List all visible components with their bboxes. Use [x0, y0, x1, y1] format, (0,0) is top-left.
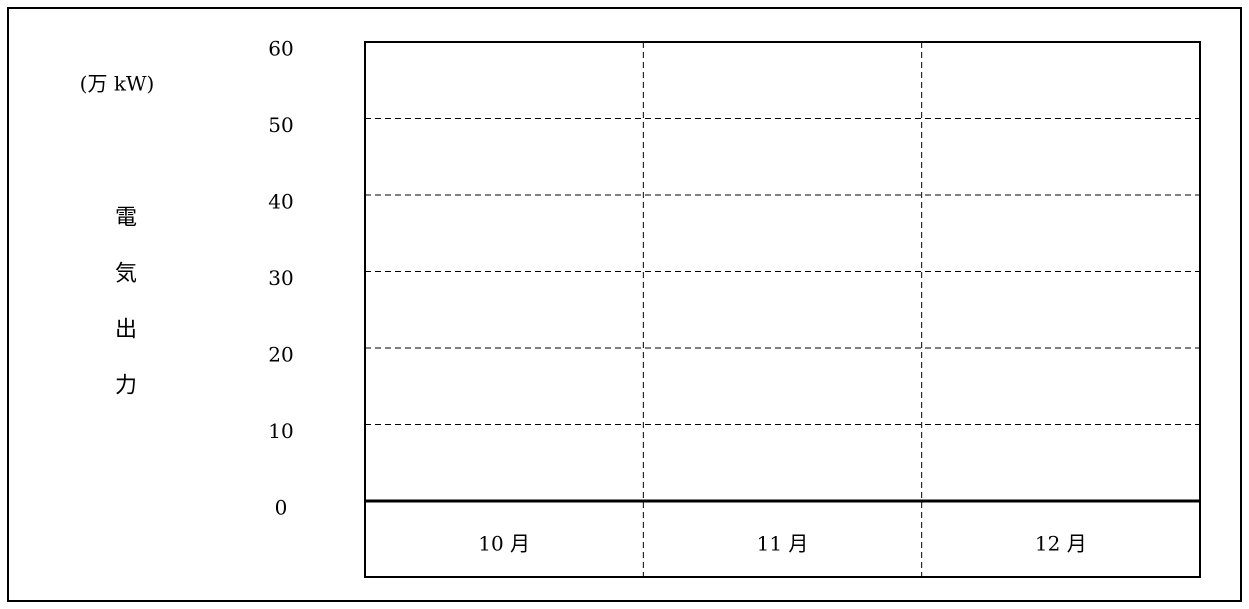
- y-tick-label: 0: [275, 496, 288, 520]
- y-tick-label: 60: [268, 37, 293, 61]
- plot-frame: [364, 41, 1201, 578]
- y-axis-label: 電気出力: [111, 205, 137, 429]
- x-tick-label: 11 月: [757, 532, 809, 556]
- y-tick-label: 10: [268, 419, 293, 443]
- y-tick-label: 50: [268, 113, 293, 137]
- y-unit: (万 kW): [80, 72, 155, 96]
- y-tick-label: 20: [268, 343, 293, 367]
- y-tick-label: 40: [268, 190, 293, 214]
- outer-frame: [7, 7, 1242, 602]
- y-tick-label: 30: [268, 266, 293, 290]
- x-tick-label: 12 月: [1035, 532, 1087, 556]
- x-tick-label: 10 月: [478, 532, 530, 556]
